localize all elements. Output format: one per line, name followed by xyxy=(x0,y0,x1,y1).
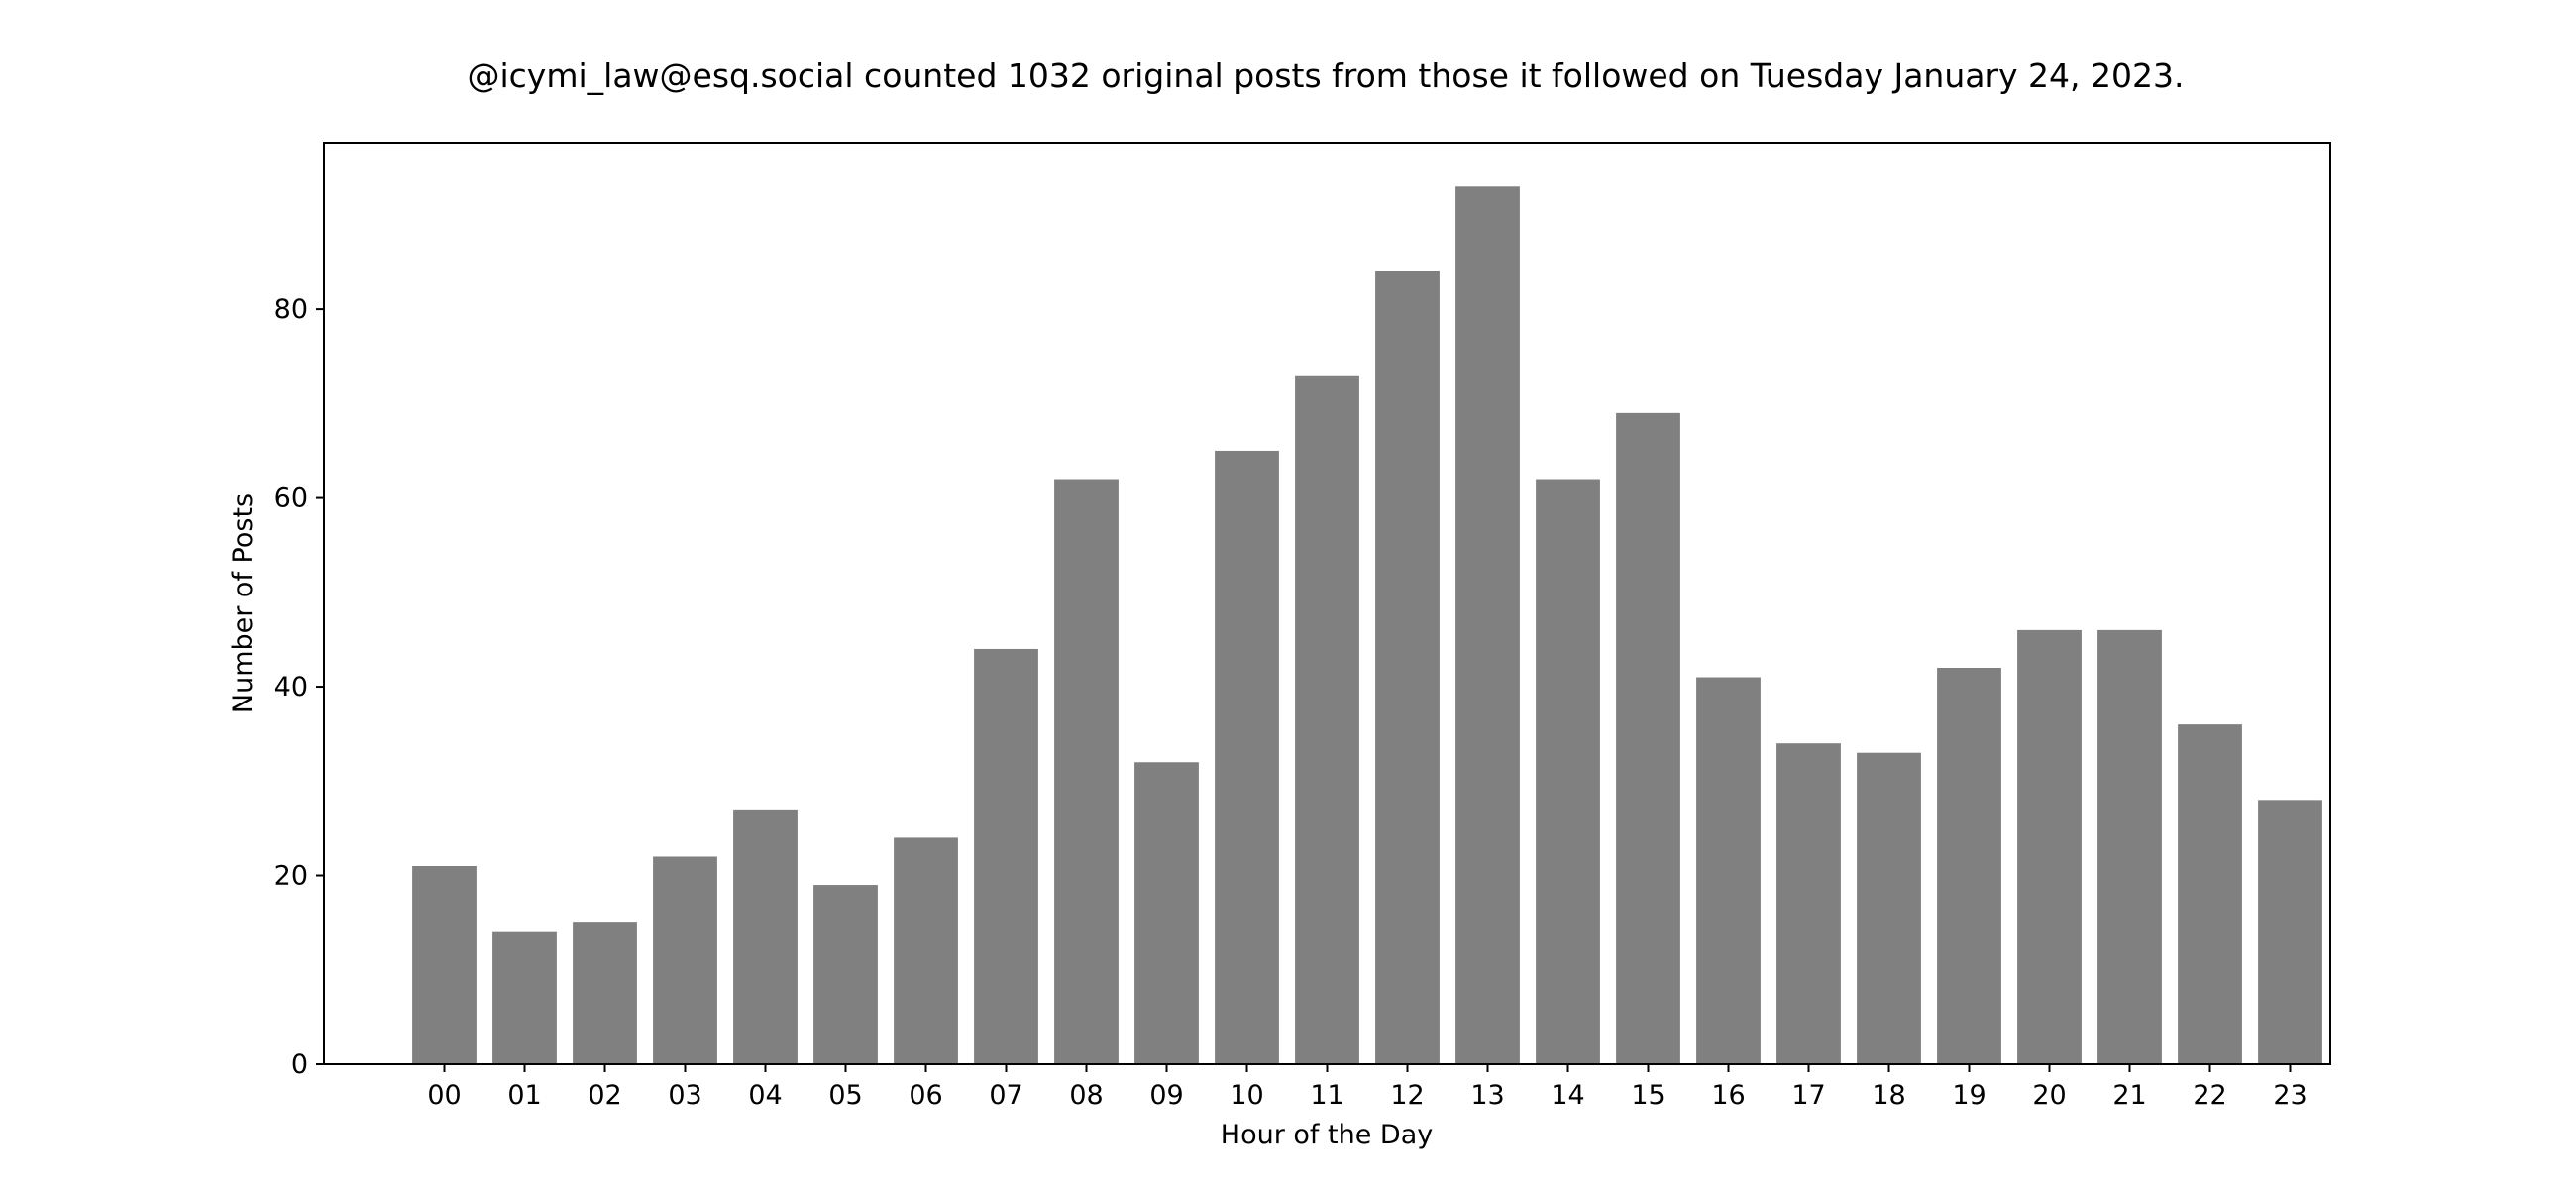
chart-title: @icymi_law@esq.social counted 1032 origi… xyxy=(468,56,2185,95)
y-tick-label: 40 xyxy=(274,672,308,703)
x-tick-label: 08 xyxy=(1069,1080,1103,1111)
bars-group xyxy=(412,186,2322,1065)
x-tick-label: 05 xyxy=(828,1080,862,1111)
bar-hour-07 xyxy=(974,648,1038,1064)
x-tick-label: 03 xyxy=(668,1080,701,1111)
y-tick-label: 20 xyxy=(274,861,308,892)
y-tick-label: 60 xyxy=(274,484,308,514)
y-axis-label: Number of Posts xyxy=(228,493,259,713)
bar-hour-23 xyxy=(2258,800,2322,1064)
x-tick-label: 09 xyxy=(1149,1080,1183,1111)
bar-hour-03 xyxy=(653,856,717,1064)
x-tick-label: 13 xyxy=(1470,1080,1504,1111)
x-axis-ticks: 00 01 02 03 04 05 06 07 08 09 10 11 12 13 14 15 16 17 18 19… xyxy=(427,1064,2308,1111)
bar-hour-09 xyxy=(1134,762,1199,1064)
bar-hour-17 xyxy=(1776,743,1841,1064)
bar-hour-21 xyxy=(2097,629,2162,1064)
bar-hour-05 xyxy=(813,885,878,1064)
x-tick-label: 12 xyxy=(1390,1080,1424,1111)
bar-hour-04 xyxy=(733,809,798,1064)
bar-hour-16 xyxy=(1696,677,1761,1064)
bar-hour-06 xyxy=(894,837,958,1064)
bar-hour-00 xyxy=(412,866,477,1064)
bar-hour-22 xyxy=(2178,724,2242,1064)
y-tick-label: 80 xyxy=(274,294,308,325)
bar-hour-10 xyxy=(1215,450,1279,1064)
y-axis-ticks: 0 20 40 60 80 xyxy=(274,294,324,1080)
x-tick-label: 07 xyxy=(989,1080,1022,1111)
x-tick-label: 00 xyxy=(427,1080,461,1111)
x-axis-label: Hour of the Day xyxy=(1221,1120,1433,1150)
x-tick-label: 11 xyxy=(1310,1080,1343,1111)
x-tick-label: 22 xyxy=(2193,1080,2226,1111)
bar-hour-19 xyxy=(1937,668,2001,1064)
bar-hour-18 xyxy=(1857,752,1921,1064)
x-tick-label: 19 xyxy=(1952,1080,1986,1111)
bar-hour-08 xyxy=(1054,479,1119,1064)
bar-hour-13 xyxy=(1455,186,1520,1065)
x-tick-label: 16 xyxy=(1711,1080,1745,1111)
x-tick-label: 18 xyxy=(1872,1080,1905,1111)
x-tick-label: 01 xyxy=(507,1080,541,1111)
bar-hour-14 xyxy=(1536,479,1600,1064)
x-tick-label: 06 xyxy=(909,1080,942,1111)
bar-hour-20 xyxy=(2017,629,2082,1064)
y-tick-label: 0 xyxy=(291,1049,308,1080)
x-tick-label: 04 xyxy=(748,1080,782,1111)
x-tick-label: 23 xyxy=(2273,1080,2307,1111)
bar-hour-11 xyxy=(1295,375,1359,1064)
x-tick-label: 14 xyxy=(1551,1080,1584,1111)
bar-hour-01 xyxy=(492,931,557,1064)
x-tick-label: 21 xyxy=(2112,1080,2146,1111)
x-tick-label: 20 xyxy=(2032,1080,2066,1111)
bar-hour-15 xyxy=(1616,412,1680,1064)
x-tick-label: 02 xyxy=(588,1080,621,1111)
plot-frame xyxy=(323,142,2331,1065)
x-tick-label: 17 xyxy=(1791,1080,1825,1111)
x-tick-label: 15 xyxy=(1631,1080,1664,1111)
x-tick-label: 10 xyxy=(1230,1080,1263,1111)
bar-hour-02 xyxy=(573,922,637,1064)
bar-hour-12 xyxy=(1375,271,1440,1064)
